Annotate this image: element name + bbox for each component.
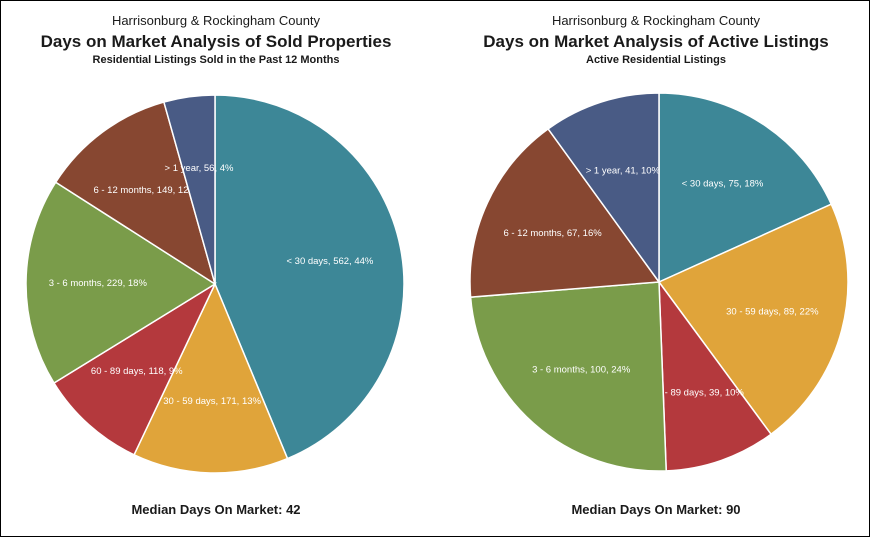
pie-slice: [162, 94, 216, 285]
slice-data-label: 30 - 59 days, 171, 13%: [163, 396, 261, 407]
pie-slice: [214, 94, 405, 460]
slice-data-label: 3 - 6 months, 229, 18%: [49, 278, 148, 289]
slice-data-label: < 30 days, 562, 44%: [286, 256, 373, 267]
pie-slice: [547, 92, 660, 285]
chart-header: Harrisonburg & Rockingham County: [551, 13, 761, 28]
pie-slice: [25, 181, 217, 385]
chart-subtitle: Active Residential Listings: [586, 54, 726, 66]
slice-data-label: > 1 year, 56, 4%: [165, 163, 234, 174]
median-days-label: Median Days On Market: 90: [571, 502, 741, 517]
chart-header: Harrisonburg & Rockingham County: [111, 13, 321, 28]
pie-slice: [133, 282, 289, 474]
active-pie-chart: < 30 days, 75, 18% 30 - 59 days, 89, 22% 6…: [469, 92, 849, 472]
active-listings-panel: Harrisonburg & Rockingham County Days on…: [441, 1, 870, 536]
slice-data-label: 3 - 6 months, 100, 24%: [532, 365, 631, 376]
pie-slice: [658, 279, 773, 472]
sold-properties-panel: Harrisonburg & Rockingham County Days on…: [1, 1, 431, 536]
slice-data-label: 60 - 89 days, 118, 9%: [91, 366, 183, 377]
slice-data-label: > 1 year, 41, 10%: [586, 166, 661, 177]
slice-data-label: < 30 days, 75, 18%: [682, 179, 764, 190]
slice-data-label: 60 - 89 days, 39, 10%: [651, 388, 744, 399]
pie-slice: [657, 203, 849, 436]
slice-data-label: 30 - 59 days, 89, 22%: [726, 307, 819, 318]
slice-data-label: 6 - 12 months, 67, 16%: [503, 228, 602, 239]
sold-pie-chart: < 30 days, 562, 44% 30 - 59 days, 171, 13…: [25, 94, 405, 474]
pie-slice: [469, 127, 661, 298]
pie-slice: [469, 281, 667, 472]
slice-data-label: 6 - 12 months, 149, 12%: [93, 185, 197, 196]
median-days-label: Median Days On Market: 42: [131, 502, 301, 517]
pie-slice: [52, 282, 217, 456]
chart-subtitle: Residential Listings Sold in the Past 12…: [92, 54, 340, 66]
pie-slice: [54, 101, 217, 286]
chart-title: Days on Market Analysis of Active Listin…: [483, 32, 829, 51]
pie-slice: [658, 92, 833, 284]
chart-title: Days on Market Analysis of Sold Properti…: [40, 32, 392, 51]
